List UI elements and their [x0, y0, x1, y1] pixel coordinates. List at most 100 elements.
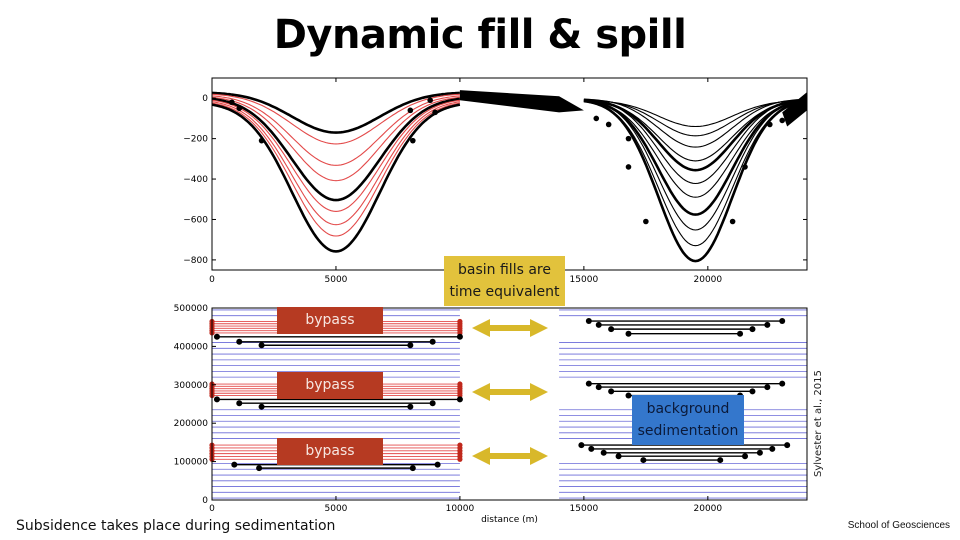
bypass-label-top: bypass	[277, 307, 383, 334]
profile-dot	[593, 115, 600, 122]
basin1-surface-6	[212, 101, 460, 226]
fill-line-dot	[640, 457, 647, 464]
basin2-surface-7	[583, 99, 807, 216]
fill-line-dot	[213, 333, 220, 340]
basin2-surface-4	[583, 98, 807, 172]
double-arrow-icon	[472, 447, 548, 465]
fill-line-dot	[779, 380, 786, 387]
fill-line-dot	[615, 453, 622, 460]
fill-line-dot	[236, 400, 243, 407]
top-xtick-label: 5000	[325, 275, 348, 285]
background-sedimentation-label: background sedimentation	[632, 395, 744, 445]
profile-dot	[427, 97, 433, 104]
top-chart-lines	[212, 90, 807, 263]
fill-line-dot	[256, 465, 263, 472]
profile-dot	[625, 135, 632, 142]
callout-line-2: time equivalent	[449, 284, 560, 300]
top-xtick-label: 20000	[694, 275, 723, 285]
fill-line-dot	[213, 396, 220, 403]
fill-line-dot	[236, 338, 243, 345]
bottom-xtick-label: 15000	[570, 504, 599, 514]
basin2-surface-1	[583, 99, 807, 137]
double-arrow-icon	[472, 383, 548, 401]
fill-line-dot	[456, 333, 463, 340]
fill-line-dot	[585, 380, 592, 387]
basin1-surface-1	[212, 93, 460, 145]
basin1-surface-4	[212, 97, 461, 202]
bottom-xtick-label: 0	[209, 504, 215, 514]
profile-dot	[410, 137, 416, 144]
profile-dot	[643, 218, 649, 225]
bottom-xtick-label: 5000	[325, 504, 348, 514]
top-xtick-label: 15000	[570, 275, 599, 285]
fill-line-dot	[764, 384, 771, 391]
basin1-surface-2	[212, 95, 460, 166]
fill-line-dot	[737, 330, 744, 337]
fill-line-dot	[585, 318, 592, 325]
slide-title: Dynamic fill & spill	[273, 12, 687, 58]
bypass-wedge	[459, 90, 584, 113]
bypass-edge-dot	[457, 318, 463, 325]
basin2-surface-10	[583, 99, 807, 263]
fill-line-dot	[608, 388, 615, 395]
profile-dot	[258, 137, 265, 144]
profile-dot	[229, 99, 235, 106]
fill-line-dot	[434, 461, 441, 468]
fill-line-dot	[258, 403, 265, 410]
basin2-surface-8	[583, 99, 807, 231]
fill-line-dot	[600, 449, 607, 456]
fill-line-dot	[608, 326, 615, 333]
basin1-surface-0	[212, 91, 460, 134]
bottom-ytick-label: 400000	[174, 342, 209, 352]
profile-dot	[742, 164, 748, 170]
fill-line-dot	[429, 338, 436, 345]
bottom-chart-frame	[211, 307, 808, 501]
fill-line-dot	[588, 445, 595, 452]
profile-dot	[625, 164, 632, 170]
profile-dot	[779, 117, 786, 124]
citation: Sylvester et al., 2015	[813, 370, 824, 477]
fill-line-dot	[231, 461, 238, 468]
fill-line-dot	[625, 330, 632, 337]
top-xtick-label: 0	[209, 275, 215, 285]
bottom-xtick-label: 20000	[694, 504, 723, 514]
basin2-surface-2	[583, 98, 807, 148]
background-line-1: background	[646, 401, 730, 417]
basin1-surface-8	[212, 103, 461, 253]
basin2-surface-0	[583, 99, 807, 128]
fill-line-dot	[429, 400, 436, 407]
basin2-surface-9	[583, 101, 807, 247]
fill-line-dot	[764, 321, 771, 328]
bypass-edge-dot	[457, 381, 463, 387]
fill-line-dot	[717, 457, 724, 464]
basin1-surface-7	[212, 102, 460, 237]
profile-dot	[605, 121, 612, 128]
fill-line-dot	[578, 442, 585, 449]
basin1-surface-5	[212, 99, 460, 212]
bypass-edge-dot	[457, 442, 463, 448]
right-edge-wedge	[782, 92, 807, 127]
bottom-ytick-label: 0	[202, 496, 208, 506]
fill-line-dot	[456, 396, 463, 403]
bottom-chart-lines	[209, 309, 807, 499]
bottom-xaxis-label: distance (m)	[481, 515, 538, 525]
double-arrow-icon	[472, 319, 548, 337]
fill-line-dot	[784, 442, 791, 449]
bottom-ytick-label: 200000	[174, 419, 209, 429]
basin2-surface-5	[583, 98, 807, 185]
fill-line-dot	[595, 384, 602, 391]
bottom-ytick-label: 500000	[174, 304, 209, 314]
top-ytick-label: −200	[183, 135, 208, 145]
fill-line-dot	[742, 453, 749, 460]
top-ytick-label: −600	[183, 215, 208, 225]
bottom-ytick-label: 300000	[174, 381, 209, 391]
callout-line-1: basin fills are	[458, 262, 551, 278]
fill-line-dot	[749, 388, 756, 395]
fill-line-dot	[595, 321, 602, 328]
profile-dot	[729, 218, 736, 225]
bottom-ytick-label: 100000	[174, 458, 209, 468]
time-equivalent-callout: basin fills are time equivalent	[444, 256, 565, 306]
profile-dot	[767, 121, 773, 128]
